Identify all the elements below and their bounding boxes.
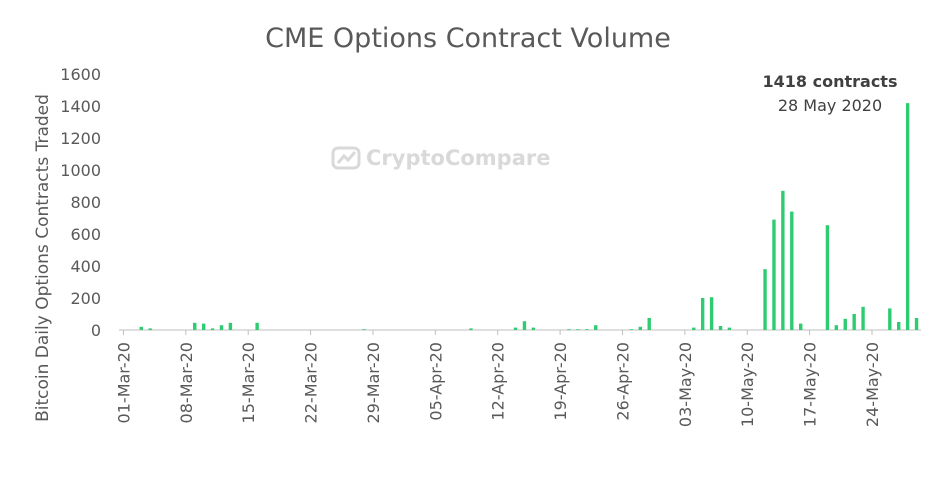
bar xyxy=(727,327,732,330)
bar xyxy=(362,329,366,330)
x-tick-label: 03-May-20 xyxy=(676,342,695,427)
y-axis-label: Bitcoin Daily Options Contracts Traded xyxy=(33,94,53,422)
bar xyxy=(861,306,865,330)
cryptocompare-logo-icon xyxy=(331,146,361,170)
bar xyxy=(905,103,910,331)
bar xyxy=(852,314,856,330)
bar xyxy=(825,225,830,330)
bar xyxy=(692,327,696,330)
bar xyxy=(139,326,143,330)
bar xyxy=(914,318,919,330)
bar xyxy=(888,308,892,330)
y-tick-label: 1200 xyxy=(60,129,101,148)
x-tick-label: 05-Apr-20 xyxy=(426,342,445,421)
watermark-text: CryptoCompare xyxy=(366,146,550,170)
x-tick-label: 29-Mar-20 xyxy=(364,342,383,423)
x-tick-label: 08-Mar-20 xyxy=(177,342,196,423)
x-tick-label: 17-May-20 xyxy=(801,342,820,427)
bar xyxy=(718,326,723,330)
bar xyxy=(201,323,206,330)
bar xyxy=(594,325,598,330)
y-tick-label: 1000 xyxy=(60,161,101,180)
bar xyxy=(228,322,233,330)
bar xyxy=(513,327,518,330)
bar xyxy=(219,325,224,330)
bar xyxy=(255,322,259,330)
bar xyxy=(629,329,634,330)
bar xyxy=(772,219,776,330)
bar xyxy=(799,323,803,330)
bar xyxy=(897,322,901,330)
x-tick-label: 19-Apr-20 xyxy=(551,342,570,421)
bar xyxy=(193,322,197,330)
bar xyxy=(522,321,527,330)
watermark: CryptoCompare xyxy=(331,146,550,170)
x-tick-label: 24-May-20 xyxy=(863,342,882,427)
x-tick-label: 15-Mar-20 xyxy=(239,342,258,423)
bars xyxy=(139,103,919,331)
annotation-label: 1418 contracts xyxy=(763,72,898,91)
x-tick-label: 26-Apr-20 xyxy=(614,342,633,421)
y-tick-label: 1600 xyxy=(60,65,101,84)
y-tick-label: 400 xyxy=(70,257,101,276)
y-tick-label: 1400 xyxy=(60,97,101,116)
bar xyxy=(469,328,473,330)
y-tick-label: 600 xyxy=(70,225,101,244)
bar xyxy=(585,329,589,330)
bar xyxy=(567,329,571,330)
bar xyxy=(834,325,839,330)
y-tick-label: 800 xyxy=(70,193,101,212)
chart-title: CME Options Contract Volume xyxy=(265,23,671,54)
annotation-date: 28 May 2020 xyxy=(778,96,882,115)
bar xyxy=(843,318,847,330)
bar xyxy=(210,328,215,330)
bar xyxy=(781,190,785,330)
x-axis-ticks: 01-Mar-20 08-Mar-20 15-Mar-20 22-Mar-20 29-M… xyxy=(115,330,882,427)
y-tick-label: 0 xyxy=(91,321,101,340)
bar xyxy=(700,298,705,330)
bar xyxy=(790,211,794,330)
bar xyxy=(709,297,714,330)
bar xyxy=(531,327,536,330)
x-tick-label: 12-Apr-20 xyxy=(489,342,508,421)
bar xyxy=(148,328,152,330)
bar xyxy=(576,329,580,330)
x-tick-label: 22-Mar-20 xyxy=(302,342,321,423)
y-tick-label: 200 xyxy=(70,289,101,308)
bar xyxy=(763,269,767,330)
bar xyxy=(638,326,642,330)
bar xyxy=(647,318,651,330)
x-tick-label: 01-Mar-20 xyxy=(115,342,134,423)
y-axis-ticks: 0 200 400 600 800 1000 1200 1400 1600 xyxy=(60,65,101,340)
x-tick-label: 10-May-20 xyxy=(738,342,757,427)
